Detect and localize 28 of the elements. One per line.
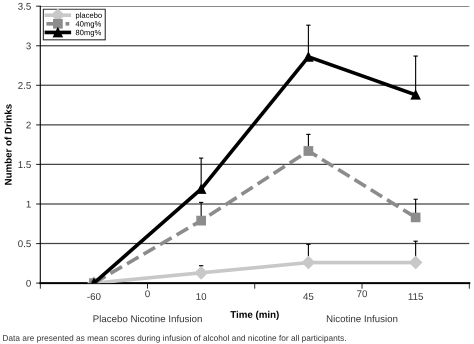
y-tick-label: 3: [26, 42, 31, 50]
y-tick-label: 0.5: [18, 240, 31, 248]
x-tick-label: 10: [196, 293, 206, 300]
point: [196, 184, 206, 194]
x-axis-title: Time (min): [230, 310, 279, 320]
y-tick-label: 3.5: [18, 2, 31, 10]
text: Placebo Nicotine Infusion: [93, 315, 202, 322]
point: [196, 216, 206, 226]
text: 0: [145, 290, 150, 298]
point: [410, 212, 420, 222]
point: [302, 256, 315, 270]
y-tick-label: 2.5: [18, 82, 31, 89]
y-tick-label: 1: [26, 200, 31, 208]
x-tick-label: 115: [408, 293, 423, 300]
text: Data are presented as mean scores during infusion of alcohol and nicotine for all participants.: [3, 334, 346, 343]
y-tick-label: 1.5: [18, 161, 31, 168]
y-tick-label: 0: [26, 280, 31, 287]
y-tick-label: 2: [26, 122, 31, 128]
point: [194, 266, 208, 280]
point: [409, 256, 422, 270]
point: [410, 90, 420, 100]
x-tick-label: 45: [303, 293, 314, 300]
x-tick-label: -60: [87, 293, 101, 300]
text: 70: [357, 290, 368, 298]
y-axis-title: Number of Drinks: [4, 104, 12, 185]
point: [304, 146, 314, 156]
point: [304, 52, 314, 62]
text: Nicotine Infusion: [326, 315, 398, 322]
